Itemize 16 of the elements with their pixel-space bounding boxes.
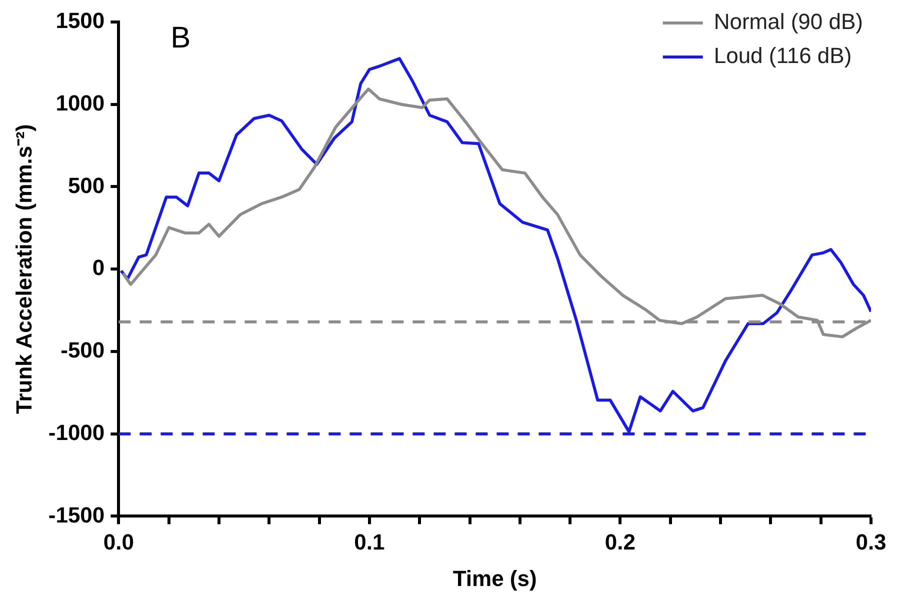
x-tick-label: 0.3 — [856, 529, 886, 554]
annotation: B — [170, 21, 191, 54]
x-tick-label: 0.2 — [604, 529, 636, 554]
y-tick-label: 1500 — [56, 8, 105, 34]
y-tick-label: -1500 — [48, 502, 105, 528]
y-tick-label: -500 — [60, 338, 105, 363]
x-tick-label: 0.1 — [354, 529, 385, 554]
legend-label: Loud (116 dB) — [714, 43, 852, 68]
y-axis-title: Trunk Acceleration (mm.s⁻²) — [11, 124, 36, 414]
legend-label: Normal (90 dB) — [714, 9, 863, 34]
y-tick-label: 500 — [68, 172, 105, 198]
x-tick-label: 0.0 — [103, 529, 134, 554]
y-tick-label: 1000 — [56, 90, 105, 116]
y-tick-label: 0 — [92, 255, 105, 280]
x-axis-title: Time (s) — [452, 566, 537, 591]
y-tick-label: -1000 — [48, 420, 105, 445]
